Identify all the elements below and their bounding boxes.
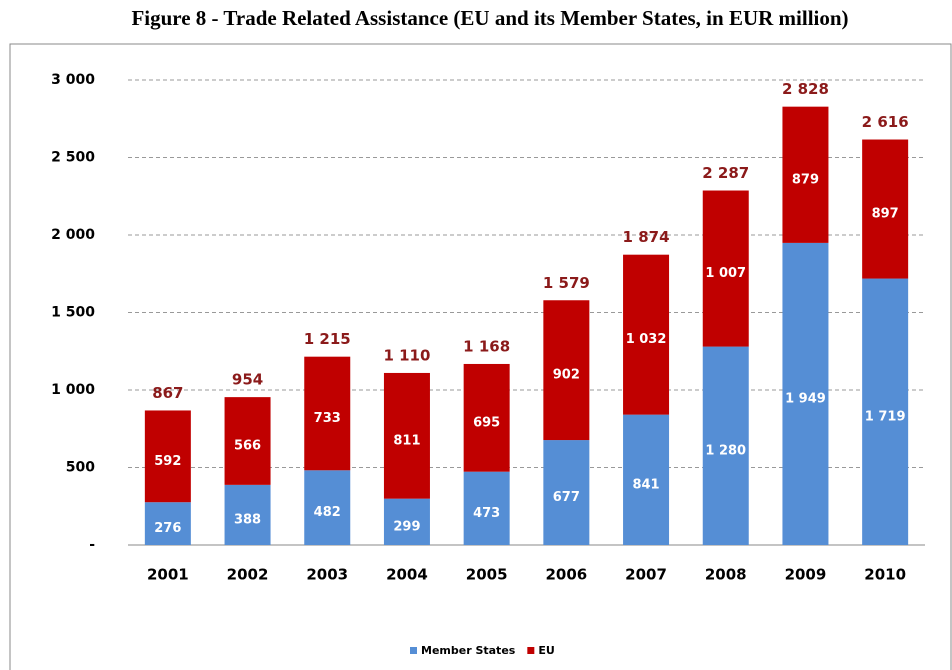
total-label: 954 — [232, 371, 263, 389]
total-label: 2 287 — [702, 164, 749, 182]
x-tick-label: 2002 — [227, 566, 269, 584]
bar-segment — [383, 372, 430, 499]
x-tick-label: 2001 — [147, 566, 189, 584]
legend-swatch — [410, 647, 417, 654]
segment-label: 902 — [553, 368, 580, 383]
x-tick-label: 2005 — [466, 566, 508, 584]
total-label: 1 110 — [383, 346, 430, 364]
bar-segment — [224, 397, 271, 485]
bar-segment — [702, 346, 749, 545]
x-tick-label: 2009 — [785, 566, 827, 584]
bar-segment — [623, 414, 670, 545]
segment-label: 276 — [154, 521, 181, 536]
chart-title: Figure 8 - Trade Related Assistance (EU … — [131, 6, 848, 30]
legend-label: EU — [538, 644, 554, 657]
bar-segment — [782, 242, 829, 545]
segment-label: 482 — [314, 505, 341, 520]
total-label: 1 215 — [304, 330, 351, 348]
bar-segment — [144, 502, 191, 545]
total-label: 867 — [152, 384, 183, 402]
bar-segment — [702, 190, 749, 347]
segment-label: 388 — [234, 512, 261, 527]
y-tick-label: 1 500 — [51, 305, 95, 321]
x-tick-label: 2004 — [386, 566, 428, 584]
chart-frame — [9, 43, 952, 670]
bar-segment — [144, 410, 191, 503]
bar-segment — [463, 363, 510, 472]
legend-swatch — [527, 647, 535, 654]
legend-label: Member States — [421, 644, 516, 657]
total-label: 1 168 — [463, 337, 510, 355]
segment-label: 1 719 — [865, 409, 906, 424]
segment-label: 1 032 — [626, 332, 667, 347]
y-tick-label: 1 000 — [51, 382, 95, 398]
segment-label: 1 280 — [705, 443, 746, 458]
bar-segment — [543, 300, 590, 441]
y-tick-label: 3 000 — [51, 72, 95, 88]
y-tick-label: - — [89, 537, 95, 553]
segment-label: 566 — [234, 438, 261, 453]
segment-label: 473 — [473, 506, 500, 521]
bar-segment — [224, 484, 271, 545]
segment-label: 677 — [553, 490, 580, 505]
x-tick-label: 2003 — [306, 566, 348, 584]
y-tick-label: 2 500 — [51, 150, 95, 166]
x-tick-label: 2010 — [864, 566, 906, 584]
segment-label: 1 007 — [705, 266, 746, 281]
x-tick-label: 2007 — [625, 566, 667, 584]
bar-segment — [383, 498, 430, 545]
segment-label: 841 — [632, 477, 659, 492]
total-label: 1 579 — [543, 274, 590, 292]
segment-label: 811 — [393, 433, 420, 448]
x-tick-label: 2008 — [705, 566, 747, 584]
y-tick-label: 2 000 — [51, 227, 95, 243]
bar-segment — [304, 470, 351, 545]
segment-label: 879 — [792, 172, 819, 187]
segment-label: 733 — [314, 411, 341, 426]
total-label: 2 616 — [862, 113, 909, 131]
bar-segment — [623, 254, 670, 415]
bar-segment — [304, 356, 351, 471]
bar-segment — [862, 139, 909, 279]
segment-label: 1 949 — [785, 391, 826, 406]
bar-segment — [782, 106, 829, 243]
segment-label: 592 — [154, 454, 181, 469]
segment-label: 897 — [872, 207, 899, 222]
total-label: 1 874 — [623, 228, 670, 246]
x-tick-label: 2006 — [545, 566, 587, 584]
bar-segment — [862, 278, 909, 545]
segment-label: 299 — [393, 519, 420, 534]
total-label: 2 828 — [782, 80, 829, 98]
bar-segment — [543, 440, 590, 545]
segment-label: 695 — [473, 415, 500, 430]
bar-segment — [463, 471, 510, 545]
y-tick-label: 500 — [66, 460, 95, 476]
